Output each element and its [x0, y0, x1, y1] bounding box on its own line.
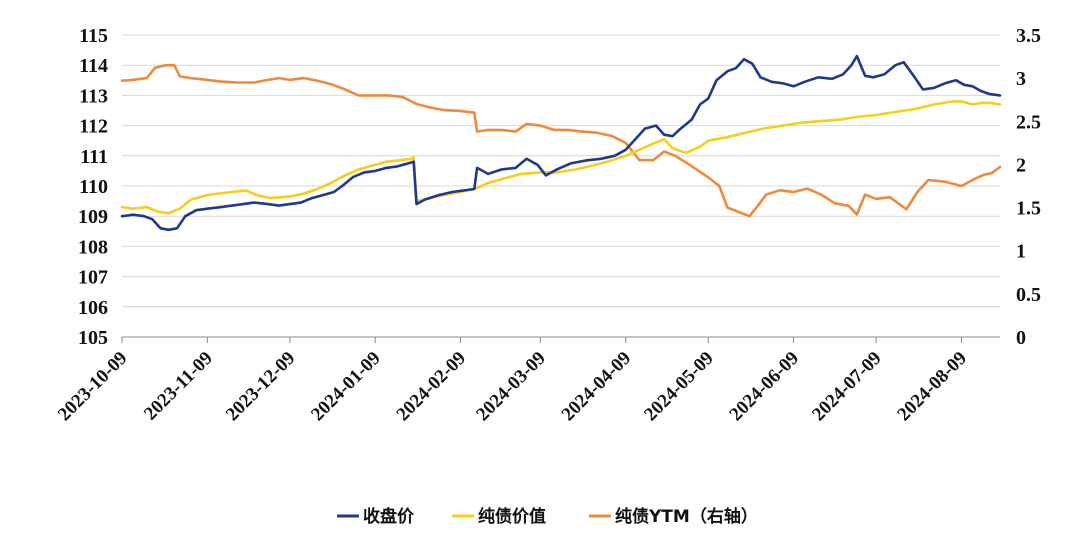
y-left-tick-label: 113 — [79, 85, 108, 107]
x-tick-label: 2024-02-09 — [393, 348, 471, 426]
y-axis-right: 0 0.5 1 1.5 2 2.5 3 3.5 — [1016, 25, 1041, 349]
y-axis-left: 105 106 107 108 109 110 111 112 113 114 115 — [78, 25, 108, 349]
x-tick-label: 2024-08-09 — [893, 348, 971, 426]
y-left-tick-label: 110 — [79, 176, 108, 198]
series-line-1 — [120, 54, 1002, 232]
x-tick-label: 2023-11-09 — [140, 348, 217, 425]
y-right-tick-label: 3 — [1016, 68, 1026, 90]
y-left-tick-label: 106 — [78, 297, 108, 319]
legend: 收盘价 纯债价值 纯债YTM（右轴） — [337, 506, 758, 527]
y-left-tick-label: 114 — [79, 55, 108, 77]
y-left-tick-label: 115 — [79, 25, 108, 47]
x-tick-label: 2024-06-09 — [726, 348, 804, 426]
x-tick-label: 2024-05-09 — [640, 348, 718, 426]
x-tick-label: 2024-07-09 — [808, 348, 886, 426]
y-right-tick-label: 2.5 — [1016, 111, 1041, 133]
y-left-tick-label: 112 — [79, 116, 108, 138]
y-left-tick-label: 105 — [78, 327, 108, 349]
series — [120, 54, 1002, 232]
legend-item: 收盘价 — [337, 506, 415, 527]
y-right-tick-label: 0 — [1016, 327, 1026, 349]
y-right-tick-label: 0.5 — [1016, 284, 1041, 306]
legend-label: 纯债YTM（右轴） — [615, 506, 758, 527]
y-right-tick-label: 1.5 — [1016, 198, 1041, 220]
legend-label: 纯债价值 — [478, 506, 546, 527]
y-left-tick-label: 107 — [78, 267, 108, 289]
y-right-tick-label: 2 — [1016, 154, 1026, 176]
y-right-tick-label: 1 — [1016, 241, 1026, 263]
legend-item: 纯债YTM（右轴） — [589, 506, 758, 527]
x-tick-label: 2023-10-09 — [54, 348, 132, 426]
legend-item: 纯债价值 — [452, 506, 546, 527]
y-left-tick-label: 109 — [78, 206, 108, 228]
series-line-3 — [120, 63, 1002, 218]
gridlines — [122, 34, 1000, 308]
y-right-tick-label: 3.5 — [1016, 25, 1041, 47]
legend-label: 收盘价 — [363, 506, 415, 527]
x-tick-label: 2024-01-09 — [307, 348, 385, 426]
y-left-tick-label: 108 — [78, 236, 108, 258]
x-tick-label: 2024-03-09 — [472, 348, 550, 426]
x-tick-label: 2023-12-09 — [222, 348, 300, 426]
x-axis: 2023-10-09 2023-11-09 2023-12-09 2024-01-09… — [54, 336, 1000, 426]
x-tick-label: 2024-04-09 — [558, 348, 636, 426]
series-line-2 — [120, 100, 1002, 215]
y-left-tick-label: 111 — [80, 146, 108, 168]
